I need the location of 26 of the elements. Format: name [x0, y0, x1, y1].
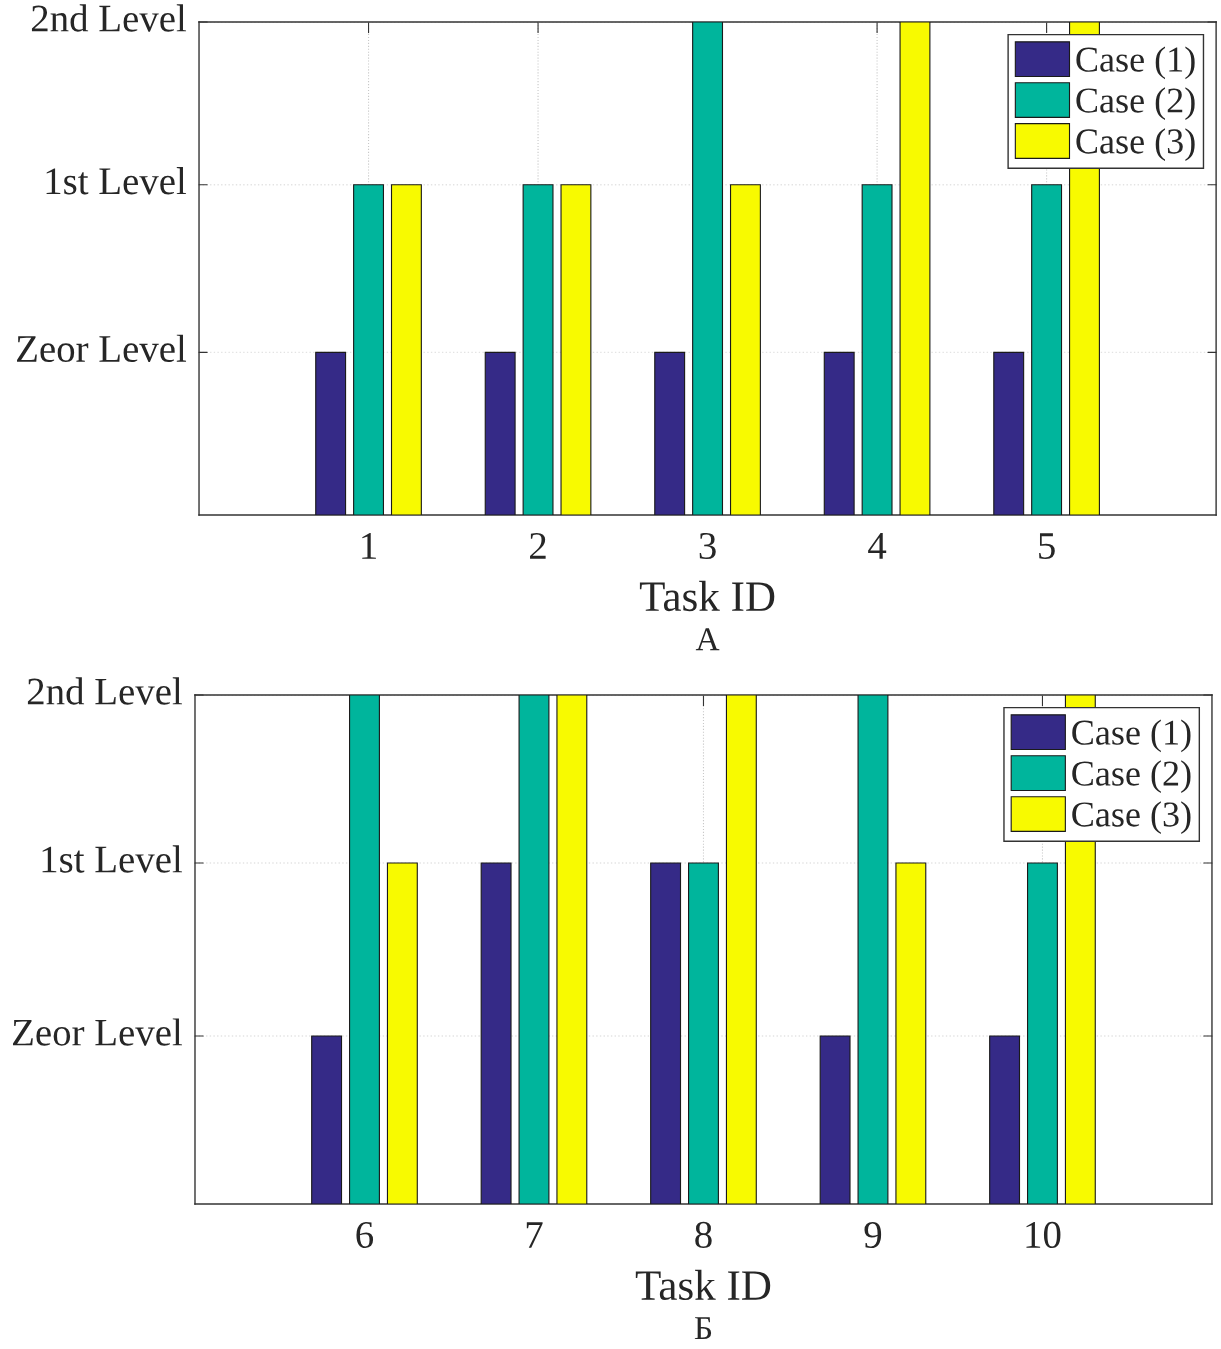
text: А: [695, 628, 720, 651]
legend-label: Case (3): [1076, 128, 1195, 161]
legend-label: Case (1): [1076, 46, 1195, 80]
x-tick-label: 2: [530, 532, 546, 559]
ref-line-label: 1st Level: [42, 845, 183, 873]
text: Б: [694, 1317, 712, 1340]
x-tick-label: 8: [695, 1221, 712, 1249]
x-tick-label: 3: [699, 532, 716, 560]
ref-line-label: Zeor Level: [12, 1018, 183, 1046]
x-tick-label: 6: [356, 1221, 374, 1249]
ref-line-label: 2nd Level: [27, 677, 183, 705]
ref-line-label: 2nd Level: [31, 4, 187, 32]
legend-label: Case (2): [1072, 760, 1191, 794]
x-tick-label: 1: [362, 533, 376, 559]
x-axis-title: Task ID: [635, 1269, 771, 1301]
x-tick-label: 4: [868, 533, 887, 559]
ref-line-label: 1st Level: [46, 167, 187, 195]
x-axis-title: Task ID: [639, 580, 775, 612]
x-tick-label: 5: [1039, 533, 1055, 560]
legend-label: Case (2): [1076, 87, 1195, 121]
legend-label: Case (1): [1072, 719, 1191, 753]
legend-label: Case (3): [1072, 801, 1191, 834]
ref-line-label: Zeor Level: [17, 334, 187, 363]
x-tick-label: 7: [526, 1222, 543, 1248]
x-tick-label: 9: [864, 1221, 882, 1249]
x-tick-label: 10: [1026, 1221, 1061, 1249]
